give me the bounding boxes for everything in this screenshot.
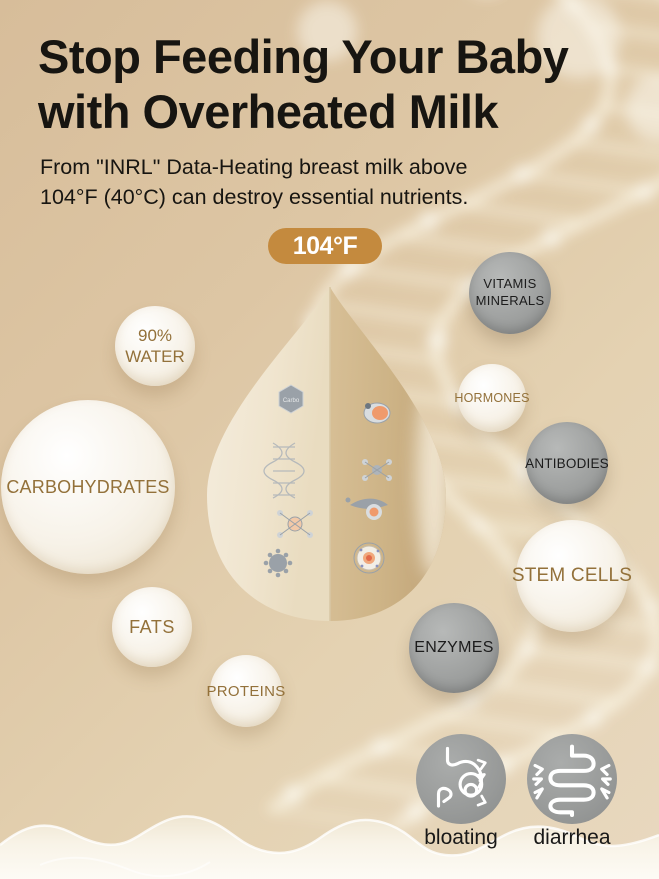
svg-text:Carbo: Carbo — [283, 398, 300, 404]
